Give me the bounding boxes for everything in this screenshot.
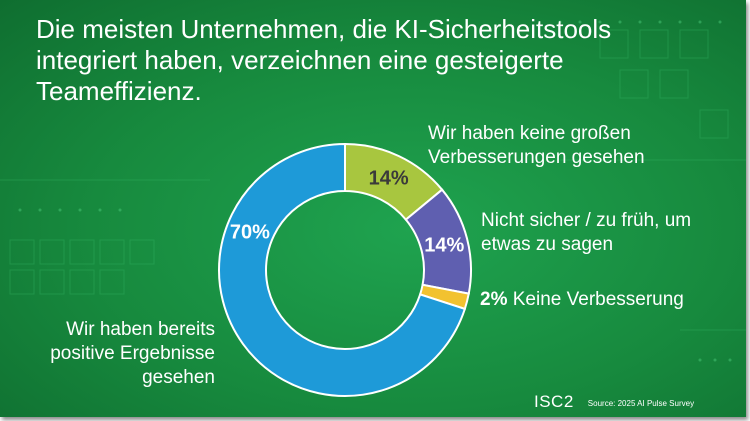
slice-positive-results [218,142,467,397]
source-note: Source: 2025 AI Pulse Survey [587,398,695,408]
chart-title: Die meisten Unternehmen, die KI-Sicherhe… [36,14,612,106]
footer: ISC2 Source: 2025 AI Pulse Survey [534,392,694,412]
donut-slices [218,142,472,397]
isc2-logo: ISC2 [534,392,574,411]
slice-label-no-improvement-text: Keine Verbesserung [507,289,684,310]
slice-label-not-sure: Nicht sicher / zu früh, um etwas zu sage… [481,210,692,255]
slice-label-no-big-improvements: Wir haben keine großen Verbesserungen ge… [428,123,645,168]
slice-positive-results-value-label: 70% [230,222,270,244]
slice-not-sure-value-label: 14% [424,235,464,257]
slice-label-no-improvement-percent: 2% [480,289,508,310]
donut-value-labels: 14% 14% 70% [230,167,465,256]
slice-label-positive-results: Wir haben bereits positive Ergebnisse ge… [50,319,215,388]
slice-no-big-improvements-value-label: 14% [369,167,409,189]
slice-label-no-improvement: 2% Keine Verbesserung [480,288,740,312]
